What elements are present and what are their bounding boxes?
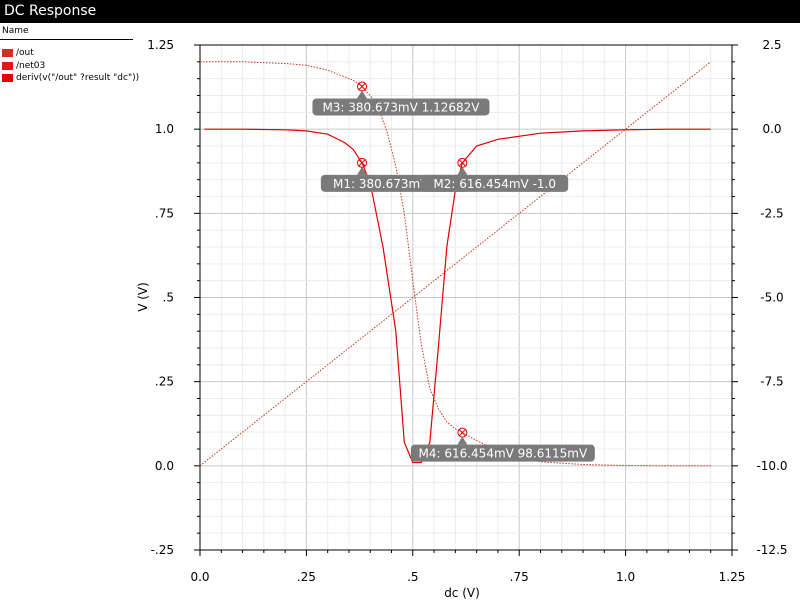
y-left-tick-label: .25: [155, 375, 174, 389]
series-line-2: [204, 128, 711, 464]
x-axis-label: dc (V): [444, 586, 480, 600]
series-line-1: [199, 61, 712, 467]
marker-label: M4: 616.454mV 98.6115mV: [418, 447, 587, 461]
y-left-tick-label: 1.25: [147, 38, 174, 52]
x-tick-label: .75: [510, 570, 529, 584]
legend-item-label: deriv(v("/out" ?result "dc")): [16, 73, 140, 83]
x-tick-label: 1.25: [719, 570, 746, 584]
legend-item-deriv[interactable]: deriv(v("/out" ?result "dc")): [2, 73, 139, 83]
legend-divider: [0, 39, 133, 40]
marker-callout-pointer: [357, 166, 368, 175]
axis-ticks: 0.0 .25 .5 .75 1.0 1.25 1.25 1.0 .75 .5 .25 0.0 -.25…: [147, 38, 787, 584]
window-title: DC Response: [4, 3, 97, 19]
legend-header: Name: [2, 26, 29, 36]
marker-callout-pointer: [457, 436, 468, 445]
marker-cross: [458, 159, 466, 167]
marker-callout-box: [312, 98, 490, 116]
legend-swatch: [2, 48, 13, 57]
legend-item-net03[interactable]: /net03: [2, 61, 45, 71]
marker-3[interactable]: M3: 380.673mV 1.12682V: [312, 81, 490, 116]
y-right-tick-label: -12.5: [756, 543, 787, 557]
marker-callout-pointer: [357, 90, 368, 99]
legend-swatch: [2, 61, 13, 70]
marker-label: M2: 616.454mV -1.0: [433, 177, 556, 191]
y-right-tick-label: -2.5: [760, 206, 783, 220]
legend-swatch: [2, 73, 13, 82]
y-axis-label: V (V): [136, 282, 150, 312]
marker-cross: [458, 429, 466, 437]
marker-callout-box: [410, 444, 595, 462]
x-tick-label: .5: [407, 570, 418, 584]
y-right-tick-label: -7.5: [760, 375, 783, 389]
window-title-bar: DC Response: [0, 0, 800, 23]
x-tick-label: 0.0: [190, 570, 209, 584]
y-right-tick-label: 2.5: [762, 38, 781, 52]
legend-item-label: /out: [16, 48, 34, 58]
legend-item-out[interactable]: /out: [2, 48, 34, 58]
marker-4[interactable]: M4: 616.454mV 98.6115mV: [410, 427, 595, 462]
y-right-tick-label: -5.0: [760, 291, 783, 305]
legend-item-label: /net03: [16, 61, 46, 71]
marker-callout-box: [421, 174, 569, 192]
marker-label: M3: 380.673mV 1.12682V: [322, 100, 480, 114]
y-left-tick-label: 1.0: [155, 122, 174, 136]
y-right-tick-label: 0.0: [762, 122, 781, 136]
marker-callout-pointer: [457, 166, 468, 175]
marker-group: M1: 380.673mV -1.0M2: 616.454mV -1.0M3: …: [312, 81, 595, 462]
x-tick-label: .25: [297, 570, 316, 584]
marker-cross: [358, 159, 366, 167]
y-right-tick-label: -10.0: [756, 459, 787, 473]
x-tick-label: 1.0: [616, 570, 635, 584]
marker-2[interactable]: M2: 616.454mV -1.0: [421, 157, 569, 192]
grid: [199, 44, 733, 551]
y-left-tick-label: .5: [163, 291, 174, 305]
y-left-tick-label: -.25: [151, 543, 174, 557]
marker-cross: [358, 82, 366, 91]
y-left-tick-label: 0.0: [155, 459, 174, 473]
y-left-tick-label: .75: [155, 206, 174, 220]
